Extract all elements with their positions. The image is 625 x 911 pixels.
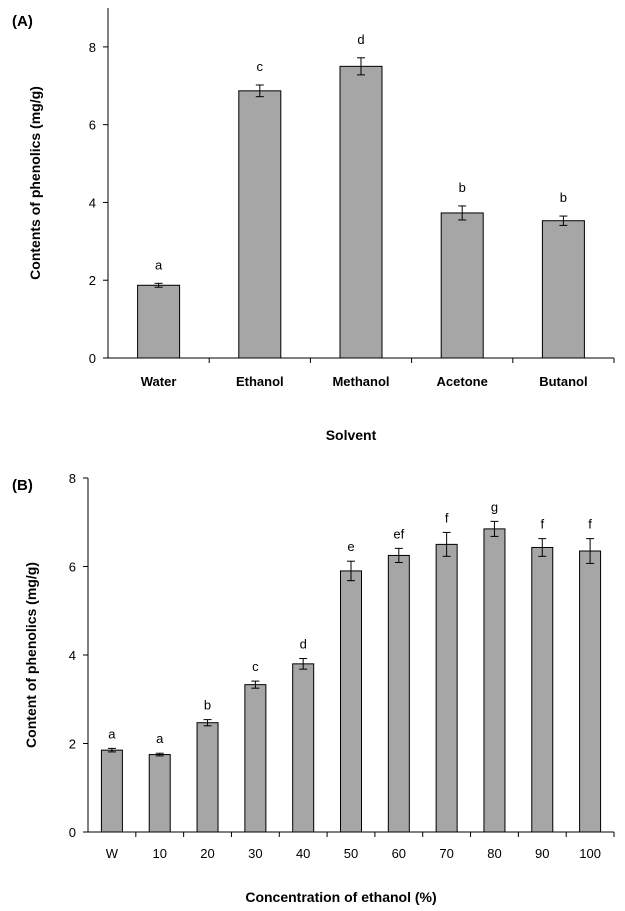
panel-b-bar [244,684,267,833]
panel-b-category-label: W [106,846,119,861]
panel-b-category-label: 50 [344,846,358,861]
panel-b-bar [435,543,458,833]
panel-b-significance-label: a [108,726,116,741]
panel-a-y-axis-title: Contents of phenolics (mg/g) [27,86,43,280]
panel-b-y-tick-label: 2 [69,737,76,752]
panel-a-category-label: Ethanol [236,374,284,389]
panel-b-bar [531,546,554,833]
panel-b-significance-label: f [445,510,449,525]
panel-a-y-tick-label: 2 [89,273,96,288]
panel-a-bar [137,284,181,359]
panel-b-label: (B) [12,477,33,494]
panel-a-bar [238,90,282,359]
panel-b-significance-label: g [491,499,498,514]
panel-b-significance-label: d [300,637,307,652]
panel-b-significance-label: f [540,517,544,532]
panel-a-significance-label: b [459,180,466,195]
panel-a-category-label: Methanol [332,374,389,389]
panel-b-significance-label: b [204,698,211,713]
panel-a-bar [440,212,484,359]
panel-b-category-label: 20 [200,846,214,861]
panel-a-y-tick-label: 0 [89,351,96,366]
panel-b-significance-label: ef [393,526,404,541]
panel-b-category-label: 10 [152,846,166,861]
panel-b-x-axis-title: Concentration of ethanol (%) [245,889,436,905]
panel-b-category-label: 90 [535,846,549,861]
panel-b-category-label: 30 [248,846,262,861]
panel-a-y-tick-label: 4 [89,195,96,210]
panel-a-label: (A) [12,13,33,30]
panel-b-y-tick-label: 6 [69,560,76,575]
panel-b-bar [579,550,602,833]
panel-b-significance-label: f [588,517,592,532]
panel-b-significance-label: a [156,731,164,746]
panel-b-significance-label: c [252,659,259,674]
panel-a-significance-label: d [357,32,364,47]
panel-b-y-tick-label: 0 [69,825,76,840]
panel-b-category-label: 80 [487,846,501,861]
panel-a-y-tick-label: 8 [89,40,96,55]
panel-b-bar [100,749,123,833]
panel-b-y-tick-label: 4 [69,648,76,663]
panel-a-category-label: Water [141,374,177,389]
panel-b-y-axis-title: Content of phenolics (mg/g) [23,562,39,748]
panel-a-category-label: Butanol [539,374,587,389]
panel-b-category-label: 100 [579,846,601,861]
panel-b-bar [292,663,315,833]
panel-b-y-tick-label: 8 [69,471,76,486]
panel-b-category-label: 60 [392,846,406,861]
panel-b-bar [483,528,506,833]
panel-a-significance-label: b [560,190,567,205]
panel-a-x-axis-title: Solvent [326,427,377,443]
panel-b-bar [196,722,219,833]
panel-a-category-label: Acetone [437,374,488,389]
panel-b-category-label: 40 [296,846,310,861]
panel-b-category-label: 70 [439,846,453,861]
panel-b-bar [148,754,171,833]
panel-a-bar [541,220,585,359]
panel-a-bar [339,65,383,359]
panel-a-y-tick-label: 6 [89,118,96,133]
panel-a-significance-label: a [155,257,163,272]
panel-a-significance-label: c [257,59,264,74]
panel-b-bar [340,570,362,833]
panel-b-bar [387,554,410,833]
panel-b-significance-label: e [347,539,354,554]
